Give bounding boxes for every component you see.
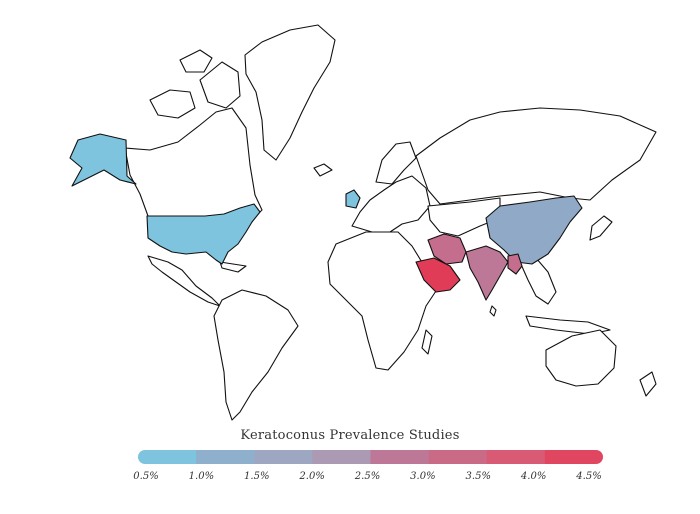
legend-color-bar [138,450,603,464]
sri-lanka [489,305,497,317]
baffin-island [199,61,241,109]
legend-tick-label: 1.5% [244,471,270,482]
legend-tick-label: 2.5% [354,471,381,482]
legend-tick-label: 2.0% [299,471,325,482]
region-saudi-arabia [415,257,461,293]
north-america [124,107,263,229]
region-alaska [69,133,137,187]
russia [415,107,657,205]
legend-tick-label: 3.0% [410,471,436,482]
arctic-islands [149,89,196,119]
legend-segment [370,450,430,464]
madagascar [421,329,433,355]
legend-segment [486,450,546,464]
legend-segment [428,450,488,464]
region-iran [427,233,467,265]
region-united-kingdom [345,189,361,209]
central-asia [427,197,501,237]
cuba [219,261,247,273]
legend-tick-label: 1.0% [188,471,215,482]
legend-segment [254,450,313,464]
mexico [147,255,221,307]
southeast-asia [519,257,557,305]
legend-segment [196,450,255,464]
region-india [465,245,509,301]
europe [351,175,431,233]
new-zealand [639,371,657,397]
south-america [213,289,299,421]
region-united-states [146,203,261,265]
region-china [485,195,583,265]
africa [327,231,443,371]
arctic-islands-2 [179,49,213,73]
legend-title: Keratoconus Prevalence Studies [240,428,460,443]
legend-segment [138,450,197,464]
australia [545,329,617,387]
legend-tick-label: 0.5% [133,471,159,482]
legend-tick-label: 3.5% [465,471,491,482]
iceland [313,163,333,177]
legend-segment [312,450,371,464]
legend-tick-label: 4.5% [576,471,602,482]
world-map [69,24,657,421]
legend-tick-label: 4.0% [520,471,547,482]
japan [589,215,613,241]
scandinavia [375,141,417,185]
greenland [244,24,336,161]
legend-segment [544,450,603,464]
region-myanmar [507,253,523,275]
